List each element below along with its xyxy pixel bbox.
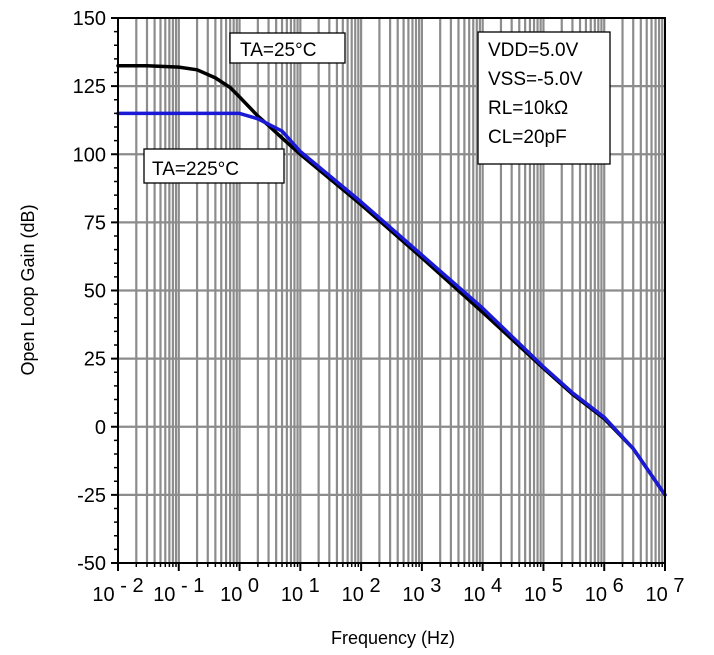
annotation-conditions-box bbox=[477, 31, 611, 165]
x-tick-label: 10 6 bbox=[585, 575, 624, 606]
condition-vdd: VDD=5.0V bbox=[488, 40, 579, 61]
x-tick-label: 10 3 bbox=[402, 575, 441, 606]
annotation-ta25: TA=25°C bbox=[229, 32, 346, 64]
x-tick-label: 10 - 1 bbox=[153, 575, 204, 606]
annotation-ta25-box bbox=[229, 32, 346, 64]
x-axis-title: Frequency (Hz) bbox=[331, 628, 455, 648]
x-tick-label: 10 5 bbox=[524, 575, 563, 606]
y-tick-label: 50 bbox=[84, 281, 106, 303]
annotation-ta225-box bbox=[143, 148, 285, 184]
annotation-ta225-label: TA=225°C bbox=[152, 159, 239, 180]
x-axis-ticks: 10 - 2 10 - 1 10 0 10 1 10 2 10 3 10 4 10 5 10 6… bbox=[92, 563, 684, 606]
condition-vss: VSS=-5.0V bbox=[488, 69, 583, 90]
annotation-ta25-label: TA=25°C bbox=[240, 40, 316, 61]
x-tick-label: 10 7 bbox=[646, 575, 685, 606]
y-tick-label: 100 bbox=[73, 144, 106, 166]
y-tick-label: -50 bbox=[77, 553, 106, 575]
x-tick-label: 10 0 bbox=[220, 575, 259, 606]
x-tick-label: 10 4 bbox=[463, 575, 502, 606]
annotation-conditions: VDD=5.0V VSS=-5.0V RL=10kΩ CL=20pF bbox=[477, 31, 611, 165]
condition-rl: RL=10kΩ bbox=[488, 98, 568, 119]
y-tick-label: 150 bbox=[73, 8, 106, 30]
series-group bbox=[116, 63, 667, 497]
y-tick-label: -25 bbox=[77, 485, 106, 507]
x-tick-label: 10 2 bbox=[342, 575, 381, 606]
y-tick-label: 0 bbox=[95, 417, 106, 439]
y-tick-label: 125 bbox=[73, 76, 106, 98]
x-tick-label: 10 - 2 bbox=[92, 575, 143, 606]
y-tick-label: 25 bbox=[84, 349, 106, 371]
y-tick-label: 75 bbox=[84, 212, 106, 234]
series-line-2 bbox=[116, 111, 667, 497]
annotation-ta225: TA=225°C bbox=[143, 148, 285, 184]
y-axis-ticks: 150 125 100 75 50 25 0 -25 -50 bbox=[73, 8, 118, 575]
condition-cl: CL=20pF bbox=[488, 127, 567, 148]
y-axis-title: Open Loop Gain (dB) bbox=[18, 204, 38, 375]
x-tick-label: 10 1 bbox=[281, 575, 320, 606]
